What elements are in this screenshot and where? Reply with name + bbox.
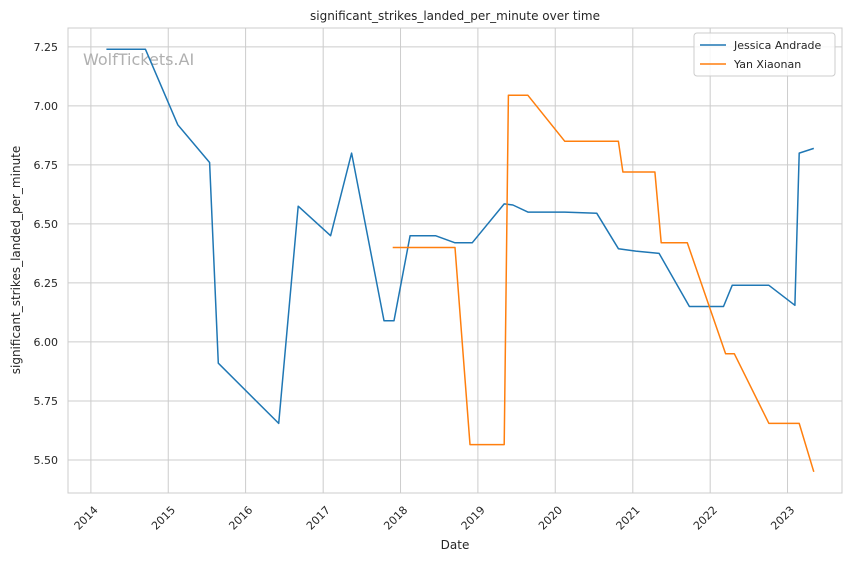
watermark: WolfTickets.AI <box>83 50 194 69</box>
x-tick-label: 2022 <box>691 504 720 533</box>
y-axis-ticks: 5.50 5.75 6.00 6.25 6.50 6.75 7.00 7.25 <box>34 41 59 467</box>
x-tick-label: 2019 <box>459 504 488 533</box>
y-tick-label: 6.00 <box>34 336 59 349</box>
grid <box>68 28 842 493</box>
series-layer <box>106 48 815 473</box>
x-axis-title: Date <box>441 538 470 552</box>
y-tick-label: 6.25 <box>34 277 59 290</box>
series-line-jessica-andrade <box>106 48 815 425</box>
x-tick-label: 2016 <box>226 504 255 533</box>
x-tick-label: 2014 <box>72 504 101 533</box>
x-tick-label: 2020 <box>536 504 565 533</box>
legend-box <box>693 32 836 77</box>
legend-label-jessica-andrade: Jessica Andrade <box>733 39 822 52</box>
x-tick-label: 2017 <box>304 504 333 533</box>
series-line-yan-xiaonan <box>392 94 815 473</box>
plot-background <box>68 28 842 493</box>
x-axis-ticks: 2014 2015 2016 2017 2018 2019 2020 2021 2022 2023 <box>72 504 798 533</box>
y-tick-label: 6.75 <box>34 159 59 172</box>
y-tick-label: 5.50 <box>34 454 59 467</box>
y-tick-label: 6.50 <box>34 218 59 231</box>
chart-title: significant_strikes_landed_per_minute ov… <box>310 9 600 23</box>
y-tick-label: 7.00 <box>34 100 59 113</box>
y-tick-label: 7.25 <box>34 41 59 54</box>
y-axis-title: significant_strikes_landed_per_minute <box>9 146 23 375</box>
legend-label-yan-xiaonan: Yan Xiaonan <box>733 58 801 71</box>
legend: Jessica Andrade Yan Xiaonan <box>693 32 836 77</box>
x-tick-label: 2015 <box>149 504 178 533</box>
x-tick-label: 2023 <box>768 504 797 533</box>
plot-frame <box>67 27 843 494</box>
x-tick-label: 2021 <box>614 504 643 533</box>
y-tick-label: 5.75 <box>34 395 59 408</box>
x-tick-label: 2018 <box>381 504 410 533</box>
